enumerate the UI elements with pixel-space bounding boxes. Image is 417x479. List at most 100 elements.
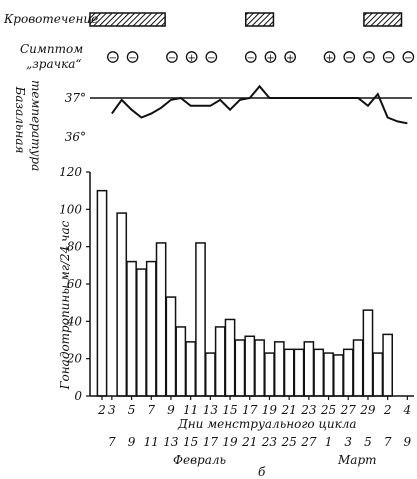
temperature-line xyxy=(111,84,408,125)
pupil-sign: − xyxy=(384,53,392,64)
gonadotropin-bar xyxy=(273,341,285,397)
x-tick-label-calendar: 27 xyxy=(300,435,317,449)
month-mar: Март xyxy=(338,453,377,467)
pupil-sign: − xyxy=(247,53,255,64)
y-tick-label: 20 xyxy=(66,352,83,366)
bleeding-period xyxy=(89,12,166,27)
pupil-sign-circle xyxy=(126,51,139,63)
gonadotropin-bar xyxy=(382,333,393,397)
pupil-sign: − xyxy=(345,53,353,64)
x-tick-label-cycle: 15 xyxy=(222,403,237,417)
pupil-sign: + xyxy=(325,53,333,64)
x-tick-label-cycle: 2 xyxy=(383,403,392,417)
bleeding-label: Кровотечение xyxy=(4,12,99,26)
gonadotropin-bar xyxy=(96,189,108,397)
gonadotropin-bar xyxy=(145,260,157,397)
pupil-sign: − xyxy=(109,53,117,64)
y-tick-label: 120 xyxy=(59,165,82,179)
pupil-sign-circle xyxy=(382,51,395,63)
gonadotropin-bar xyxy=(136,268,147,397)
x-tick-label-calendar: 25 xyxy=(281,435,297,449)
gonadotropin-bar xyxy=(195,242,206,397)
pupil-sign: + xyxy=(286,53,294,64)
pupil-sign: + xyxy=(187,53,195,64)
x-tick-label-cycle: 11 xyxy=(183,403,198,417)
temperature-plot: 36° 37° xyxy=(65,84,412,144)
gonadotropin-bar xyxy=(116,212,128,397)
gonadotropin-bar xyxy=(264,352,275,397)
pupil-sign: − xyxy=(404,53,412,64)
x-tick-label-calendar: 7 xyxy=(384,435,392,449)
gonadotropin-bar xyxy=(254,339,265,397)
x-tick-label-calendar: 9 xyxy=(404,435,412,449)
pupil-sign-circle xyxy=(323,51,336,63)
gonadotropin-bar xyxy=(224,318,236,397)
pupil-sign-circle xyxy=(402,51,415,63)
x-tick-label-cycle: 25 xyxy=(320,403,336,417)
y-tick-label: 80 xyxy=(67,240,83,254)
month-feb: Февраль xyxy=(173,453,227,467)
gonadotropin-bar xyxy=(372,352,384,397)
pupil-sign: − xyxy=(365,53,373,64)
pupil-symptom-track: − − − + − − + + + − − − − xyxy=(107,51,415,64)
gonadotropin-bars xyxy=(96,189,393,397)
gonadotropin-bar xyxy=(155,242,167,397)
bleeding-period xyxy=(363,12,403,27)
gonadotropin-bar xyxy=(313,348,325,397)
gonadotropin-bar xyxy=(126,260,137,397)
x-tick-label-calendar: 1 xyxy=(325,435,333,449)
pupil-sign: − xyxy=(128,53,136,64)
temperature-label-line1: Базальная xyxy=(13,86,27,154)
gonadotropin-bar xyxy=(214,326,226,397)
gonadotropin-bar xyxy=(362,309,374,397)
gonadotropin-bar xyxy=(234,339,246,397)
x-tick-label-cycle: 13 xyxy=(203,403,219,417)
x-tick-label-calendar: 13 xyxy=(163,435,179,449)
x-tick-label-cycle: 21 xyxy=(281,403,297,417)
pupil-sign: − xyxy=(168,53,176,64)
bleeding-period xyxy=(245,12,275,27)
pupil-sign-circle xyxy=(107,51,119,63)
gonadotropin-bar xyxy=(165,296,177,397)
gonadotropin-bar xyxy=(342,348,354,397)
gonadotropin-bar xyxy=(303,341,315,397)
x-tick-label-cycle: 23 xyxy=(300,403,317,417)
pupil-sign-circle xyxy=(166,51,178,63)
y-tick-label: 0 xyxy=(74,389,82,403)
gonadotropin-bar xyxy=(244,335,256,397)
x-tick-label-cycle: 3 xyxy=(108,403,116,417)
pupil-sign-circle xyxy=(363,51,375,63)
y-tick-label: 60 xyxy=(67,277,83,291)
gonadotropin-ylabel: Гонадотропины мг/24 час xyxy=(58,220,72,390)
temperature-tick-label: 37° xyxy=(65,91,86,105)
gonadotropin-bar xyxy=(283,348,295,397)
pupil-sign-circle xyxy=(185,51,198,63)
x-tick-label-cycle: 19 xyxy=(262,403,278,417)
pupil-sign-circle xyxy=(343,51,356,63)
x-tick-label-calendar: 21 xyxy=(241,435,257,449)
x-tick-label-calendar: 17 xyxy=(203,435,219,449)
x-tick-label-calendar: 3 xyxy=(344,435,352,449)
gonadotropin-bar xyxy=(185,341,197,397)
gonadotropin-bar xyxy=(323,352,334,397)
x-tick-label-cycle: 4 xyxy=(403,403,412,417)
x-tick-label-cycle: 27 xyxy=(340,403,357,417)
pupil-sign-circle xyxy=(205,51,218,63)
pupil-sign-circle xyxy=(264,51,277,63)
temperature-tick-label: 36° xyxy=(65,130,86,144)
pupil-sign-circle xyxy=(244,51,257,63)
panel-letter: б xyxy=(258,465,266,479)
x-tick-label-cycle: 9 xyxy=(167,403,175,417)
y-tick-label: 100 xyxy=(59,202,82,216)
x-tick-label-calendar: 19 xyxy=(222,435,238,449)
gonadotropin-bar xyxy=(175,326,187,397)
x-tick-label-calendar: 7 xyxy=(108,435,116,449)
x-tick-label-calendar: 23 xyxy=(261,435,278,449)
x-tick-label-cycle: 2 xyxy=(97,403,106,417)
gonadotropin-bar xyxy=(333,354,344,397)
x-tick-label-cycle: 29 xyxy=(359,403,376,417)
x-tick-label-cycle: 7 xyxy=(147,403,155,417)
xaxis-label: Дни менструального цикла xyxy=(178,417,357,431)
pupil-sign: + xyxy=(266,53,274,64)
